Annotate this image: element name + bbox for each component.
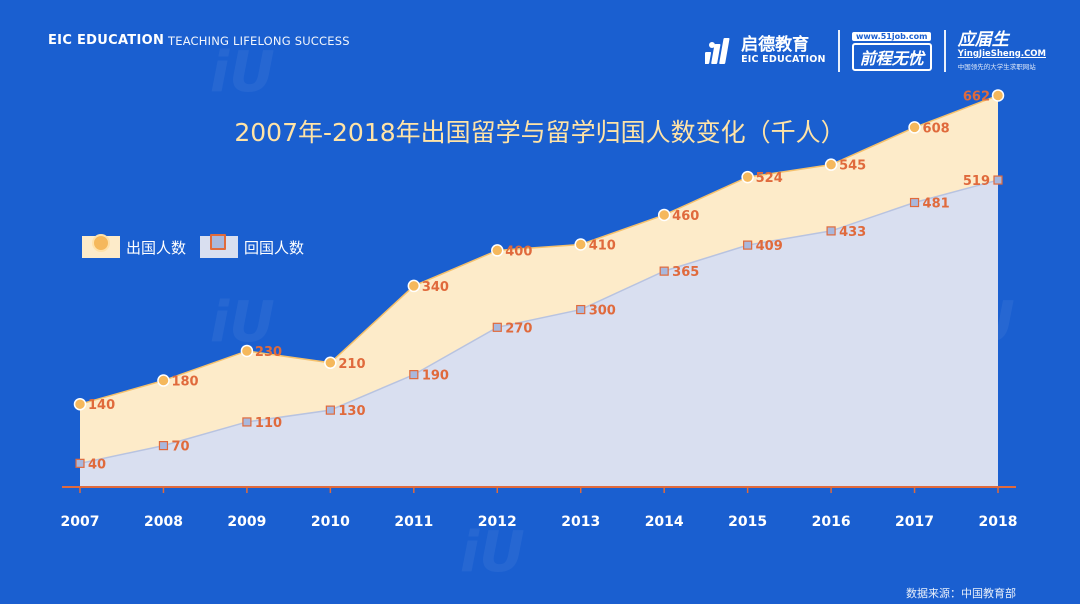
data-point-outbound xyxy=(991,89,1005,102)
data-point-outbound xyxy=(407,279,421,293)
series-line-outbound xyxy=(79,94,999,405)
data-source: 数据来源：中国教育部 xyxy=(906,587,1016,600)
legend-swatch-outbound xyxy=(82,234,120,258)
data-point-returned xyxy=(409,370,419,380)
x-tick-label: 2017 xyxy=(895,514,934,530)
x-tick-label: 2018 xyxy=(979,514,1018,530)
data-point-outbound xyxy=(741,170,754,184)
data-point-outbound xyxy=(657,208,671,222)
legend-item-returned: 回国人数 xyxy=(200,234,305,258)
square-marker-icon xyxy=(210,234,227,250)
data-label-outbound: 230 xyxy=(255,345,282,360)
eic-logo-icon xyxy=(705,38,730,64)
data-point-outbound xyxy=(491,244,504,257)
data-point-returned xyxy=(242,417,252,427)
eic-logo: 启德教育 EIC EDUCATION xyxy=(705,36,826,66)
data-point-returned xyxy=(909,197,920,208)
data-point-returned xyxy=(492,322,502,332)
data-label-outbound: 340 xyxy=(422,280,449,295)
data-point-returned xyxy=(158,441,169,451)
watermark: iU xyxy=(210,40,275,105)
x-tick-label: 2007 xyxy=(61,514,100,530)
header-brand: EIC EDUCATION xyxy=(48,33,165,48)
series-line-returned xyxy=(79,179,999,465)
data-label-outbound: 662 xyxy=(963,89,990,104)
data-point-outbound xyxy=(908,121,921,134)
data-point-outbound xyxy=(157,374,170,387)
data-label-returned: 481 xyxy=(923,197,950,212)
data-point-outbound xyxy=(240,344,254,358)
legend-swatch-returned xyxy=(200,234,239,258)
legend-item-outbound: 出国人数 xyxy=(82,234,187,258)
data-point-outbound xyxy=(824,158,838,171)
header-tagline: TEACHING LIFELONG SUCCESS xyxy=(168,34,350,48)
data-label-returned: 70 xyxy=(171,440,189,455)
chart-legend: 出国人数 回国人数 xyxy=(82,234,305,258)
area-returned xyxy=(80,180,998,487)
data-label-returned: 519 xyxy=(963,174,990,189)
data-label-returned: 130 xyxy=(338,404,365,419)
yingjiesheng-slogan: 中国领先的大学生求职网站 xyxy=(957,62,1036,71)
x-tick-label: 2014 xyxy=(645,514,684,530)
partner-logos: 启德教育 EIC EDUCATION www.51job.com 前程无忧 应届… xyxy=(705,26,1046,76)
job51-name: 前程无忧 xyxy=(851,42,932,71)
legend-label-returned: 回国人数 xyxy=(244,238,305,257)
eic-logo-cn: 启德教育 xyxy=(741,35,810,56)
data-label-returned: 190 xyxy=(422,369,449,384)
watermark: iU xyxy=(210,290,275,355)
yingjiesheng-name: 应届生 xyxy=(957,29,1009,50)
data-label-outbound: 460 xyxy=(672,209,699,224)
x-tick-label: 2011 xyxy=(394,514,433,530)
eic-logo-en: EIC EDUCATION xyxy=(741,53,826,65)
job51-url: www.51job.com xyxy=(852,31,932,41)
data-label-returned: 433 xyxy=(839,225,866,240)
legend-label-outbound: 出国人数 xyxy=(126,238,187,257)
data-label-returned: 110 xyxy=(255,416,282,431)
x-tick-label: 2016 xyxy=(812,514,851,530)
data-point-returned xyxy=(659,266,669,276)
data-label-returned: 365 xyxy=(672,265,699,280)
x-tick-label: 2015 xyxy=(728,514,767,530)
data-point-returned xyxy=(743,240,753,250)
x-tick-label: 2013 xyxy=(561,514,600,530)
x-tick-label: 2009 xyxy=(227,514,266,530)
data-point-outbound xyxy=(73,397,87,411)
x-tick-label: 2010 xyxy=(311,514,350,530)
job51-logo: www.51job.com 前程无忧 xyxy=(851,31,932,71)
yingjiesheng-logo: 应届生 YingJieSheng.COM 中国领先的大学生求职网站 xyxy=(957,29,1046,71)
data-label-outbound: 545 xyxy=(839,159,866,174)
data-label-returned: 40 xyxy=(88,457,106,472)
data-label-returned: 409 xyxy=(756,239,783,254)
yingjiesheng-url: YingJieSheng.COM xyxy=(957,48,1046,59)
data-label-outbound: 524 xyxy=(756,171,783,186)
data-point-outbound xyxy=(324,356,337,370)
data-point-returned xyxy=(576,304,586,315)
data-label-outbound: 608 xyxy=(923,121,950,136)
data-label-outbound: 400 xyxy=(505,244,532,259)
data-point-returned xyxy=(75,458,85,468)
data-label-outbound: 410 xyxy=(589,239,616,254)
logo-divider xyxy=(943,30,946,72)
data-label-outbound: 180 xyxy=(171,375,198,390)
data-point-outbound xyxy=(574,238,587,251)
circle-marker-icon xyxy=(92,234,110,252)
watermark: iU xyxy=(460,520,525,585)
data-label-outbound: 210 xyxy=(338,357,365,372)
data-label-returned: 270 xyxy=(505,321,532,336)
data-point-returned xyxy=(826,226,836,236)
data-point-returned xyxy=(325,405,335,415)
x-tick-label: 2008 xyxy=(144,514,183,530)
data-point-returned xyxy=(993,175,1003,185)
data-label-returned: 300 xyxy=(589,304,616,319)
chart-title: 2007年-2018年出国留学与留学归国人数变化（千人） xyxy=(234,118,846,147)
logo-divider xyxy=(837,30,840,72)
data-label-outbound: 140 xyxy=(88,398,115,413)
x-tick-label: 2012 xyxy=(478,514,517,530)
